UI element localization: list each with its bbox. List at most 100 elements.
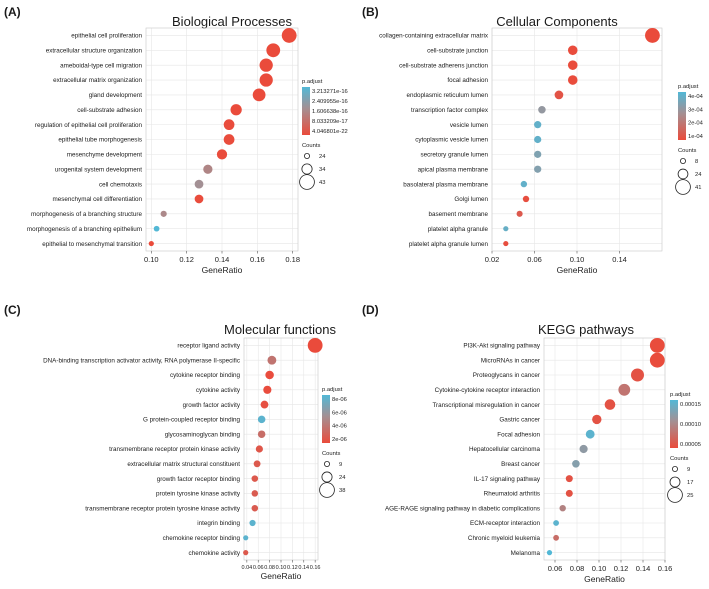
size-legend-circle: [303, 152, 310, 159]
term-label: epithelial tube morphogenesis: [58, 137, 142, 144]
x-axis-title: GeneRatio: [557, 265, 598, 275]
color-bar-label: 0.00005: [680, 442, 701, 448]
term-label: glycosaminoglycan binding: [165, 431, 241, 438]
term-label: transmembrane receptor protein tyrosine …: [85, 505, 241, 512]
term-label: secretory granule lumen: [420, 152, 488, 159]
data-point: [265, 370, 274, 380]
x-tick-label: 0.08: [570, 564, 585, 573]
term-label: chemokine activity: [189, 550, 241, 557]
term-label: Focal adhesion: [497, 431, 540, 438]
term-label: regulation of epithelial cell proliferat…: [35, 122, 143, 129]
term-label: MicroRNAs in cancer: [481, 357, 540, 364]
size-legend-circle: [677, 168, 689, 180]
data-point: [263, 385, 272, 394]
x-tick-label: 0.06: [548, 564, 563, 573]
data-point: [567, 60, 578, 70]
data-point: [260, 400, 269, 409]
term-label: receptor ligand activity: [177, 343, 241, 350]
term-label: cell chemotaxis: [99, 181, 142, 188]
color-bar: [670, 400, 678, 448]
size-legend-circle: [323, 460, 330, 467]
size-legend-circle: [319, 482, 335, 498]
term-label: growth factor activity: [183, 402, 241, 409]
term-label: Breast cancer: [501, 461, 540, 468]
grid: [146, 28, 298, 251]
legend-size-title: Counts: [302, 143, 320, 149]
panel-letter: (B): [362, 5, 379, 19]
data-point: [565, 489, 573, 497]
legend-size-title: Counts: [678, 148, 696, 154]
grid: [244, 338, 318, 560]
term-label: extracellular matrix structural constitu…: [127, 461, 240, 468]
term-label: endoplasmic reticulum lumen: [406, 92, 488, 99]
x-tick-label: 0.14: [298, 565, 309, 571]
x-tick-label: 0.12: [614, 564, 629, 573]
term-label: ECM-receptor interaction: [470, 520, 540, 527]
grid: [491, 28, 662, 251]
x-axis-title: GeneRatio: [202, 265, 243, 275]
term-label: Gastric cancer: [499, 417, 540, 424]
data-point: [534, 121, 542, 129]
x-tick-label: 0.06: [527, 255, 542, 264]
size-legend-label: 24: [695, 172, 702, 178]
term-label: cell-substrate adhesion: [77, 107, 142, 114]
color-bar-label: 2e-04: [688, 121, 704, 127]
data-point: [281, 28, 297, 43]
term-label: morphogenesis of a branching structure: [31, 211, 142, 218]
x-tick-label: 0.08: [264, 565, 275, 571]
data-point: [534, 165, 542, 173]
term-label: transmembrane receptor protein kinase ac…: [109, 446, 241, 453]
size-legend-label: 9: [339, 462, 342, 468]
size-legend-label: 41: [695, 185, 701, 191]
term-label: cytokine activity: [196, 387, 241, 394]
data-point: [216, 149, 228, 160]
term-label: urogenital system development: [55, 166, 142, 173]
size-legend-circle: [667, 487, 683, 503]
term-label: Golgi lumen: [454, 196, 488, 203]
term-label: platelet alpha granule: [428, 226, 489, 233]
term-label: cytoplasmic vesicle lumen: [415, 137, 488, 144]
data-point: [252, 88, 266, 102]
data-point: [567, 45, 578, 56]
term-label: focal adhesion: [447, 77, 488, 84]
panel-c: (C) Molecular functions receptor ligand ac…: [4, 303, 347, 581]
legend: p.adjust 4e-04 3e-04 2e-04 1e-04 Counts 8 24 41: [675, 84, 704, 195]
size-legend-circle: [669, 476, 681, 488]
term-label: Rheumatoid arthritis: [484, 491, 540, 498]
term-label: chemokine receptor binding: [163, 535, 241, 542]
panel-title: Cellular Components: [496, 14, 618, 29]
term-label: transcription factor complex: [411, 107, 489, 114]
size-legend-circle: [301, 163, 313, 175]
color-bar-label: 4e-06: [332, 424, 347, 430]
term-label: collagen-containing extracellular matrix: [379, 33, 489, 40]
x-axis-title: GeneRatio: [261, 571, 302, 581]
data-point: [503, 226, 509, 232]
term-label: basement membrane: [428, 211, 488, 218]
color-bar-label: 3e-04: [688, 107, 704, 113]
data-point: [153, 225, 160, 232]
panel-a: (A) Biological Processes epithelial cell p…: [4, 5, 348, 275]
data-point: [194, 194, 204, 204]
term-label: Melanoma: [511, 550, 541, 557]
term-label: Hepatocellular carcinoma: [469, 446, 541, 453]
term-label: morphogenesis of a branching epithelium: [27, 226, 142, 233]
data-point: [223, 134, 235, 145]
data-point: [223, 119, 235, 131]
data-point: [585, 429, 595, 439]
data-point: [649, 338, 665, 353]
data-point: [249, 519, 256, 527]
x-tick-label: 0.14: [636, 564, 651, 573]
data-point: [257, 415, 266, 424]
panel-title: KEGG pathways: [538, 322, 635, 337]
size-legend-label: 25: [687, 493, 693, 499]
data-point: [243, 535, 249, 541]
data-point: [565, 475, 573, 483]
data-point: [243, 550, 249, 556]
term-label: IL-17 signaling pathway: [474, 476, 541, 483]
term-label: apical plasma membrane: [418, 166, 489, 173]
data-point: [579, 444, 588, 454]
x-tick-label: 0.18: [285, 255, 300, 264]
data-point: [520, 180, 528, 188]
data-point: [266, 43, 281, 58]
